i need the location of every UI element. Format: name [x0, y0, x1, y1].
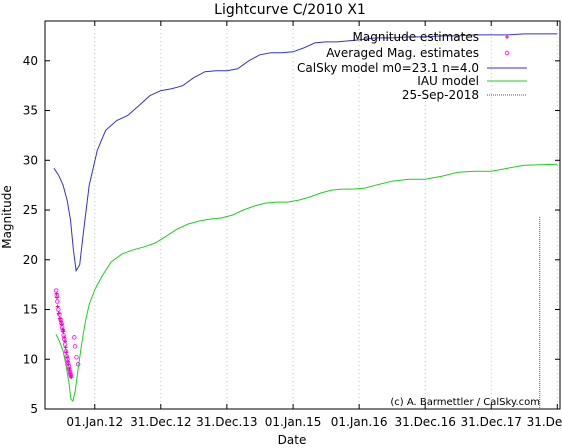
y-tick-label: 25 [23, 203, 38, 217]
y-tick-label: 5 [30, 402, 38, 416]
averaged-point [59, 325, 65, 330]
x-tick-label: 31.Dec.12 [130, 415, 191, 429]
legend-label-1: Averaged Mag. estimates [326, 46, 479, 60]
averaged-point [54, 293, 59, 298]
magnitude-estimate-point [56, 311, 61, 316]
averaged-point [61, 333, 66, 338]
grid-lines [94, 21, 558, 409]
averaged-point [54, 288, 59, 293]
averaged-point [55, 299, 60, 304]
x-tick-label: 01.Jan.12 [66, 415, 123, 429]
legend-label-4: 25-Sep-2018 [402, 88, 479, 102]
averaged-point [66, 364, 71, 369]
averaged-point [74, 355, 79, 360]
averaged-point [64, 354, 69, 359]
y-tick-label: 20 [23, 253, 38, 267]
averaged-point [62, 337, 67, 342]
x-axis-label: Date [278, 433, 307, 447]
magnitude-estimate-point [57, 316, 62, 321]
averaged-point [68, 373, 74, 379]
averaged-point [62, 342, 68, 347]
averaged-point [65, 361, 71, 366]
averaged-point [67, 367, 72, 372]
y-tick-label: 40 [23, 54, 38, 68]
axis-ticks: 5 10 15 20 25 30 35 40 01.Jan.12 31.Dec.12 31.Dec.… [23, 21, 562, 429]
averaged-point [67, 369, 73, 375]
averaged-point [63, 349, 69, 354]
credit-text: (c) A. Barmettler / CalSky.com [390, 397, 540, 408]
averaged-point [56, 307, 61, 312]
legend-label-0: Magnitude estimates [353, 30, 479, 44]
series-line-3 [55, 163, 558, 402]
plot-frame [44, 20, 561, 410]
averaged-point [72, 335, 77, 340]
averaged-point [68, 371, 73, 377]
averaged-point [65, 357, 70, 362]
y-tick-label: 10 [23, 352, 38, 366]
chart-title: Lightcurve C/2010 X1 [214, 2, 366, 18]
legend: Magnitude estimates Averaged Mag. estimat… [297, 30, 527, 102]
legend-marker-circle [504, 50, 510, 56]
y-axis-label: Magnitude [0, 185, 14, 249]
x-tick-label: 31.Dec.13 [196, 415, 257, 429]
series-line-2 [53, 33, 558, 273]
x-tick-label: 01.Jan.16 [331, 415, 388, 429]
x-tick-label: 31.Dec.16 [394, 415, 455, 429]
averaged-point [60, 328, 66, 333]
legend-label-3: IAU model [417, 74, 479, 88]
y-tick-label: 15 [23, 303, 38, 317]
averaged-point [59, 321, 64, 326]
averaged-point [72, 344, 78, 349]
averaged-point [57, 312, 62, 317]
y-tick-label: 30 [23, 153, 38, 167]
x-tick-label: 31.Dec.17 [461, 415, 522, 429]
x-tick-label: 01.Jan.15 [265, 415, 322, 429]
averaged-point [58, 317, 63, 322]
x-tick-label: 31.Dec.18 [527, 415, 562, 429]
y-tick-label: 35 [23, 104, 38, 118]
legend-label-2: CalSky model m0=23.1 n=4.0 [297, 61, 479, 75]
series-layer [53, 33, 558, 409]
